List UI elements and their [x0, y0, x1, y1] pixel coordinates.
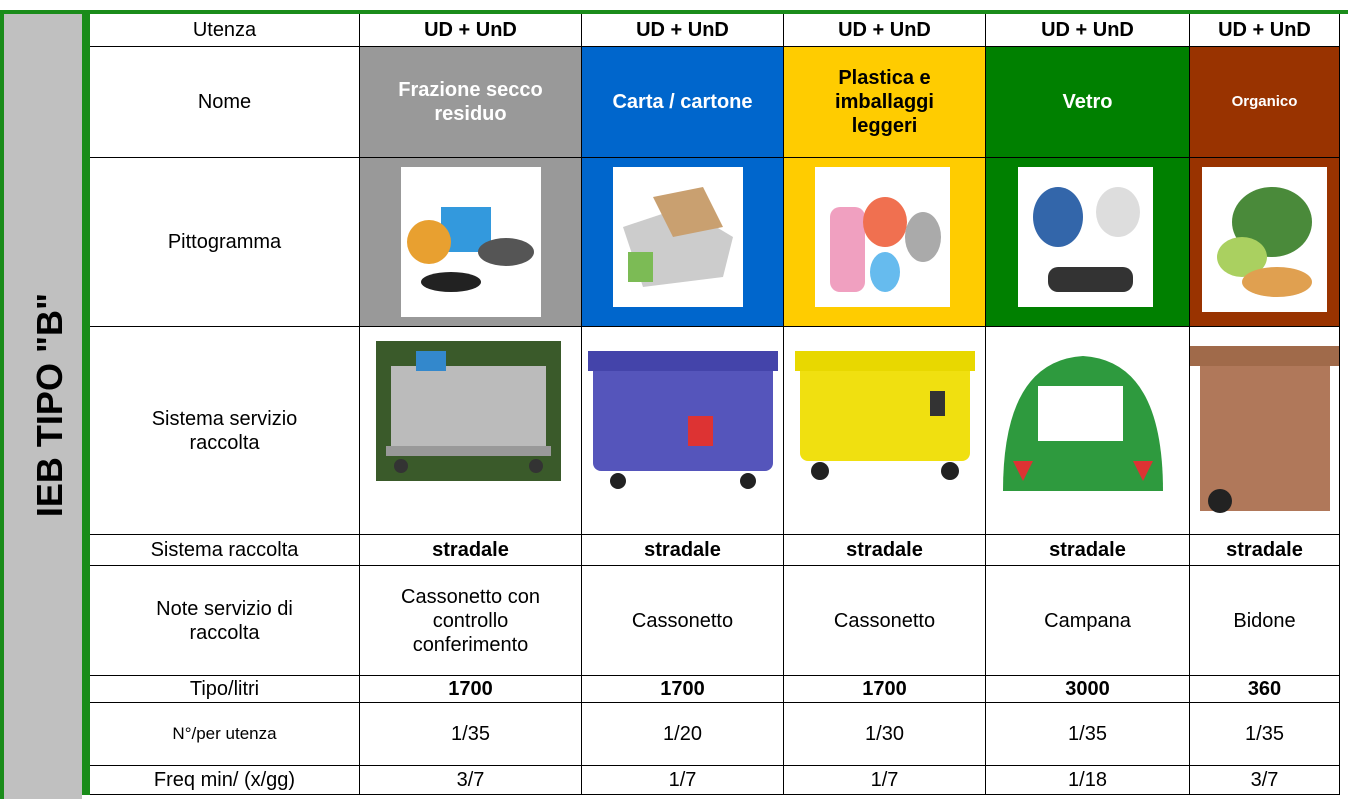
container: [784, 327, 986, 535]
cell-nome: Organico: [1190, 47, 1340, 158]
cell-freq: 1/7: [582, 766, 784, 795]
container: [1190, 327, 1340, 535]
cell-utenza: UD + UnD: [986, 14, 1190, 47]
cell-tipo-litri: 360: [1190, 676, 1340, 703]
row-label: Sistema servizio raccolta: [90, 327, 360, 535]
cell-utenza: UD + UnD: [1190, 14, 1340, 47]
side-band: [0, 10, 82, 799]
row-label: Nome: [90, 47, 360, 158]
pictogram-image: [400, 167, 541, 317]
pictogram-image: [612, 167, 743, 307]
cell-tipo-litri: 1700: [784, 676, 986, 703]
pictogram: [582, 158, 784, 327]
cell-tipo-litri: 1700: [360, 676, 582, 703]
cell-n-per-utenza: 1/30: [784, 703, 986, 766]
cell-n-per-utenza: 1/20: [582, 703, 784, 766]
cell-tipo-litri: 1700: [582, 676, 784, 703]
side-label: IEB TIPO "B": [29, 292, 70, 518]
cell-freq: 1/18: [986, 766, 1190, 795]
top-line: [82, 10, 1348, 14]
row-label: Sistema raccolta: [90, 535, 360, 566]
cell-freq: 3/7: [1190, 766, 1340, 795]
side-bar: [82, 10, 90, 795]
cell-note: Campana: [986, 566, 1190, 676]
cell-nome: Carta / cartone: [582, 47, 784, 158]
row-label: Pittogramma: [90, 158, 360, 327]
row-label: Note servizio di raccolta: [90, 566, 360, 676]
cell-sistema-raccolta: stradale: [360, 535, 582, 566]
cell-utenza: UD + UnD: [582, 14, 784, 47]
container: [986, 327, 1190, 535]
container-image: [375, 340, 561, 481]
cell-sistema-raccolta: stradale: [986, 535, 1190, 566]
container-image: [1190, 345, 1339, 513]
container-image: [794, 350, 975, 480]
row-label: N°/per utenza: [90, 703, 360, 766]
cell-freq: 3/7: [360, 766, 582, 795]
cell-utenza: UD + UnD: [360, 14, 582, 47]
cell-sistema-raccolta: stradale: [582, 535, 784, 566]
cell-nome: Frazione secco residuo: [360, 47, 582, 158]
cell-note: Bidone: [1190, 566, 1340, 676]
cell-nome: Plastica e imballaggi leggeri: [784, 47, 986, 158]
pictogram-image: [1017, 167, 1153, 307]
pictogram: [784, 158, 986, 327]
cell-sistema-raccolta: stradale: [784, 535, 986, 566]
container: [360, 327, 582, 535]
row-label: Freq min/ (x/gg): [90, 766, 360, 795]
container-image: [587, 350, 778, 489]
row-label: Tipo/litri: [90, 676, 360, 703]
pictogram: [1190, 158, 1340, 327]
cell-note: Cassonetto: [582, 566, 784, 676]
pictogram-image: [814, 167, 950, 307]
cell-utenza: UD + UnD: [784, 14, 986, 47]
cell-note: Cassonetto con controllo conferimento: [360, 566, 582, 676]
row-label: Utenza: [90, 14, 360, 47]
cell-n-per-utenza: 1/35: [360, 703, 582, 766]
cell-n-per-utenza: 1/35: [986, 703, 1190, 766]
cell-nome: Vetro: [986, 47, 1190, 158]
cell-n-per-utenza: 1/35: [1190, 703, 1340, 766]
cell-note: Cassonetto: [784, 566, 986, 676]
pictogram: [986, 158, 1190, 327]
container-image: [1002, 355, 1163, 491]
cell-sistema-raccolta: stradale: [1190, 535, 1340, 566]
pictogram-image: [1202, 167, 1327, 312]
cell-tipo-litri: 3000: [986, 676, 1190, 703]
cell-freq: 1/7: [784, 766, 986, 795]
pictogram: [360, 158, 582, 327]
container: [582, 327, 784, 535]
